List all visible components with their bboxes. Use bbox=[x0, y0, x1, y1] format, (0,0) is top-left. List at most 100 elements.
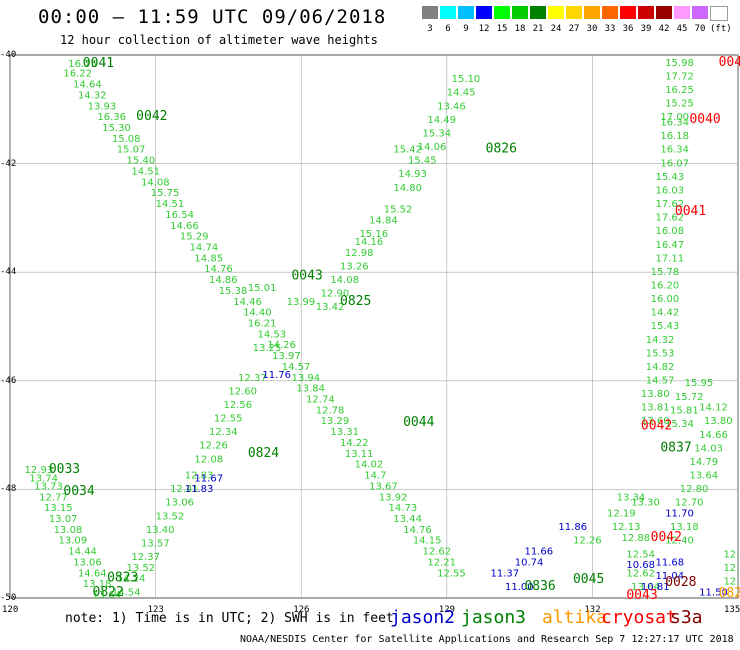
swh-value-label: 14.93 bbox=[398, 169, 427, 180]
swh-value-label: 12.74 bbox=[306, 395, 335, 406]
swh-value-label: 15.81 bbox=[670, 405, 699, 416]
colorbar-swatch bbox=[440, 6, 456, 19]
swh-value-label: 15.75 bbox=[151, 188, 180, 199]
colorbar-label: 45 bbox=[676, 24, 688, 34]
pass-time-label: 0042 bbox=[641, 419, 672, 434]
pass-time-label: 0040 bbox=[719, 55, 740, 70]
swh-value-label: 14.74 bbox=[190, 242, 219, 253]
swh-value-label: 14.45 bbox=[447, 88, 476, 99]
swh-value-label: 13.06 bbox=[165, 498, 194, 509]
swh-value-label: 13.06 bbox=[73, 557, 102, 568]
pass-time-label: 0822 bbox=[93, 585, 124, 600]
colorbar-swatch bbox=[566, 6, 582, 19]
swh-value-label: 14.66 bbox=[170, 221, 199, 232]
colorbar-label: 33 bbox=[604, 24, 616, 34]
colorbar-swatch bbox=[512, 6, 528, 19]
colorbar-label: 15 bbox=[496, 24, 508, 34]
swh-value-label: 16.25 bbox=[665, 85, 694, 96]
swh-value-label: 12.93 bbox=[25, 465, 54, 476]
colorbar-swatch bbox=[476, 6, 492, 19]
swh-value-label: 15.43 bbox=[651, 321, 680, 332]
swh-value-label: 11.04 bbox=[655, 571, 684, 582]
swh-value-label: 12.90 bbox=[321, 289, 350, 300]
swh-value-label: 16.22 bbox=[63, 69, 92, 80]
colorbar-label: (ft) bbox=[710, 24, 732, 34]
swh-value-label: 10.74 bbox=[515, 557, 544, 568]
pass-time-label: 0041 bbox=[675, 204, 706, 219]
swh-value-label: 13.97 bbox=[272, 351, 301, 362]
swh-value-label: 15.43 bbox=[655, 172, 684, 183]
swh-value-label: 11.68 bbox=[655, 557, 684, 568]
swh-value-label: 12.60 bbox=[228, 386, 257, 397]
lat-tick-label: -46 bbox=[0, 375, 17, 386]
swh-value-label: 13.31 bbox=[330, 427, 359, 438]
swh-value-label: 16.34 bbox=[660, 145, 689, 156]
colorbar-swatch bbox=[710, 6, 728, 21]
swh-value-label: 12.34 bbox=[209, 427, 238, 438]
swh-value-label: 13.46 bbox=[437, 101, 466, 112]
swh-value-label: 12.70 bbox=[675, 498, 704, 509]
swh-value-label: 17.11 bbox=[655, 253, 684, 264]
swh-value-label: 15.07 bbox=[117, 145, 146, 156]
swh-value-label: 11.67 bbox=[194, 473, 223, 484]
lon-tick-label: 126 bbox=[293, 605, 310, 615]
swh-value-label: 13.92 bbox=[379, 492, 408, 503]
swh-value-label: 14.57 bbox=[646, 376, 675, 387]
swh-value-label: 11.76 bbox=[262, 370, 291, 381]
swh-value-label: 16.75 bbox=[68, 59, 97, 70]
swh-value-label: 14.54 bbox=[112, 587, 141, 598]
swh-value-label: 12.40 bbox=[665, 536, 694, 547]
pass-time-label: 0028 bbox=[665, 575, 696, 590]
swh-value-label: 15.40 bbox=[126, 156, 155, 167]
swh-value-label: 13.11 bbox=[345, 449, 374, 460]
colorbar-label: 6 bbox=[445, 24, 451, 34]
lat-tick-label: -50 bbox=[0, 593, 17, 603]
swh-value-label: 16.07 bbox=[660, 158, 689, 169]
pass-time-label: 0836 bbox=[524, 579, 555, 594]
swh-value-label: 14.51 bbox=[131, 166, 160, 177]
swh-value-label: 13.07 bbox=[49, 514, 78, 525]
swh-value-label: 13.57 bbox=[141, 538, 170, 549]
swh-value-label: 14.32 bbox=[78, 90, 107, 101]
colorbar-swatch bbox=[620, 6, 636, 19]
swh-value-label: 14.42 bbox=[651, 308, 680, 319]
swh-value-label: 14.64 bbox=[78, 568, 107, 579]
swh-value-label: 14.12 bbox=[699, 403, 728, 414]
swh-value-label: 13.29 bbox=[321, 416, 350, 427]
lon-tick-label: 123 bbox=[147, 605, 164, 615]
swh-value-label: 13.74 bbox=[29, 473, 58, 484]
colorbar-label: 9 bbox=[463, 24, 469, 34]
swh-value-label: 15.72 bbox=[675, 392, 704, 403]
swh-value-label: 12.62 bbox=[423, 547, 452, 558]
swh-value-label: 16.21 bbox=[248, 319, 277, 330]
swh-value-label: 10.68 bbox=[626, 560, 655, 571]
swh-value-label: 15.38 bbox=[219, 286, 248, 297]
pass-time-label: 0825 bbox=[340, 294, 371, 309]
swh-value-label: 17.62 bbox=[655, 213, 684, 224]
swh-value-label: 13.80 bbox=[704, 416, 733, 427]
swh-value-label: 11.50 bbox=[699, 587, 728, 598]
swh-value-label: 16.36 bbox=[97, 112, 126, 123]
swh-value-label: 11.83 bbox=[185, 484, 214, 495]
swh-value-label: 12.56 bbox=[224, 400, 253, 411]
swh-value-label: 15.16 bbox=[359, 229, 388, 240]
swh-value-label: 14.08 bbox=[330, 275, 359, 286]
swh-value-label: 13.30 bbox=[631, 498, 660, 509]
pass-time-label: 0042 bbox=[651, 530, 682, 545]
map-subtitle: 12 hour collection of altimeter wave hei… bbox=[60, 33, 378, 47]
lat-tick-label: -42 bbox=[0, 158, 17, 169]
swh-value-label: 15.52 bbox=[384, 204, 413, 215]
lat-tick-label: -48 bbox=[0, 484, 17, 495]
gridlines bbox=[9, 54, 739, 599]
swh-value-label: 13.99 bbox=[287, 297, 316, 308]
pass-time-label: 0823 bbox=[107, 571, 138, 586]
swh-value-label: 14.82 bbox=[646, 362, 675, 373]
legend-altika: altika bbox=[542, 607, 608, 628]
colorbar-swatch bbox=[602, 6, 618, 19]
swh-value-label: 11.66 bbox=[524, 547, 553, 558]
swh-value-label: 12.19 bbox=[607, 509, 636, 520]
swh-value-label: 12.62 bbox=[626, 568, 655, 579]
colorbar-label: 12 bbox=[478, 24, 490, 34]
swh-value-label: 14.44 bbox=[68, 547, 97, 558]
